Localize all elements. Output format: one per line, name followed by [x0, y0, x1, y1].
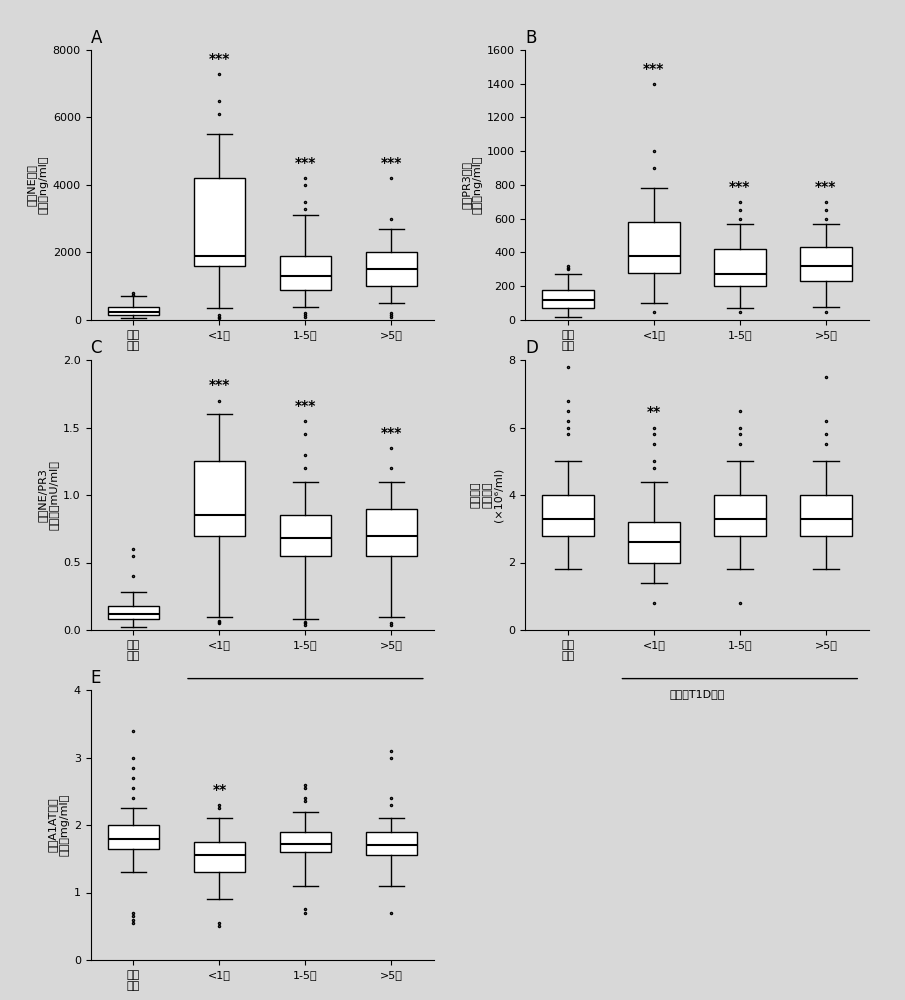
- Text: ***: ***: [815, 180, 836, 194]
- Text: E: E: [90, 669, 100, 687]
- Y-axis label: 循环PR3蛋白
水平（ng/ml）: 循环PR3蛋白 水平（ng/ml）: [462, 156, 483, 214]
- Text: ***: ***: [209, 378, 230, 392]
- PathPatch shape: [194, 461, 245, 536]
- Text: ***: ***: [381, 426, 402, 440]
- PathPatch shape: [194, 842, 245, 872]
- PathPatch shape: [628, 522, 680, 562]
- Text: ***: ***: [729, 180, 750, 194]
- PathPatch shape: [800, 247, 852, 281]
- Text: D: D: [525, 339, 538, 357]
- PathPatch shape: [628, 222, 680, 273]
- Text: **: **: [213, 783, 226, 797]
- PathPatch shape: [800, 495, 852, 536]
- PathPatch shape: [108, 825, 159, 849]
- PathPatch shape: [714, 495, 766, 536]
- PathPatch shape: [366, 508, 417, 556]
- Y-axis label: 循环A1AT蛋白
水平（mg/ml）: 循环A1AT蛋白 水平（mg/ml）: [48, 794, 70, 856]
- PathPatch shape: [108, 606, 159, 619]
- Text: 诊断的T1D患者: 诊断的T1D患者: [235, 689, 291, 699]
- Y-axis label: 喷中性粒
细胞计数
(×10⁶/ml): 喷中性粒 细胞计数 (×10⁶/ml): [471, 468, 504, 522]
- Text: 诊断的T1D患者: 诊断的T1D患者: [670, 689, 725, 699]
- Text: ***: ***: [209, 52, 230, 66]
- Text: B: B: [525, 29, 537, 47]
- PathPatch shape: [542, 290, 594, 308]
- Text: ***: ***: [295, 399, 316, 413]
- Text: ***: ***: [643, 62, 664, 76]
- PathPatch shape: [108, 307, 159, 315]
- Text: 诊断的T1D患者: 诊断的T1D患者: [235, 379, 291, 389]
- PathPatch shape: [280, 256, 331, 290]
- PathPatch shape: [714, 249, 766, 286]
- Text: A: A: [90, 29, 102, 47]
- Y-axis label: 循环NE/PR3
酶活性（mU/ml）: 循环NE/PR3 酶活性（mU/ml）: [37, 460, 59, 530]
- Text: 诊断的T1D患者: 诊断的T1D患者: [670, 379, 725, 389]
- Text: **: **: [647, 405, 661, 419]
- Text: C: C: [90, 339, 102, 357]
- Y-axis label: 循环NE蛋白
水平（ng/ml）: 循环NE蛋白 水平（ng/ml）: [27, 156, 49, 214]
- PathPatch shape: [194, 178, 245, 266]
- PathPatch shape: [280, 832, 331, 852]
- PathPatch shape: [366, 252, 417, 286]
- PathPatch shape: [542, 495, 594, 536]
- PathPatch shape: [366, 832, 417, 855]
- PathPatch shape: [280, 515, 331, 556]
- Text: ***: ***: [381, 156, 402, 170]
- Text: ***: ***: [295, 156, 316, 170]
